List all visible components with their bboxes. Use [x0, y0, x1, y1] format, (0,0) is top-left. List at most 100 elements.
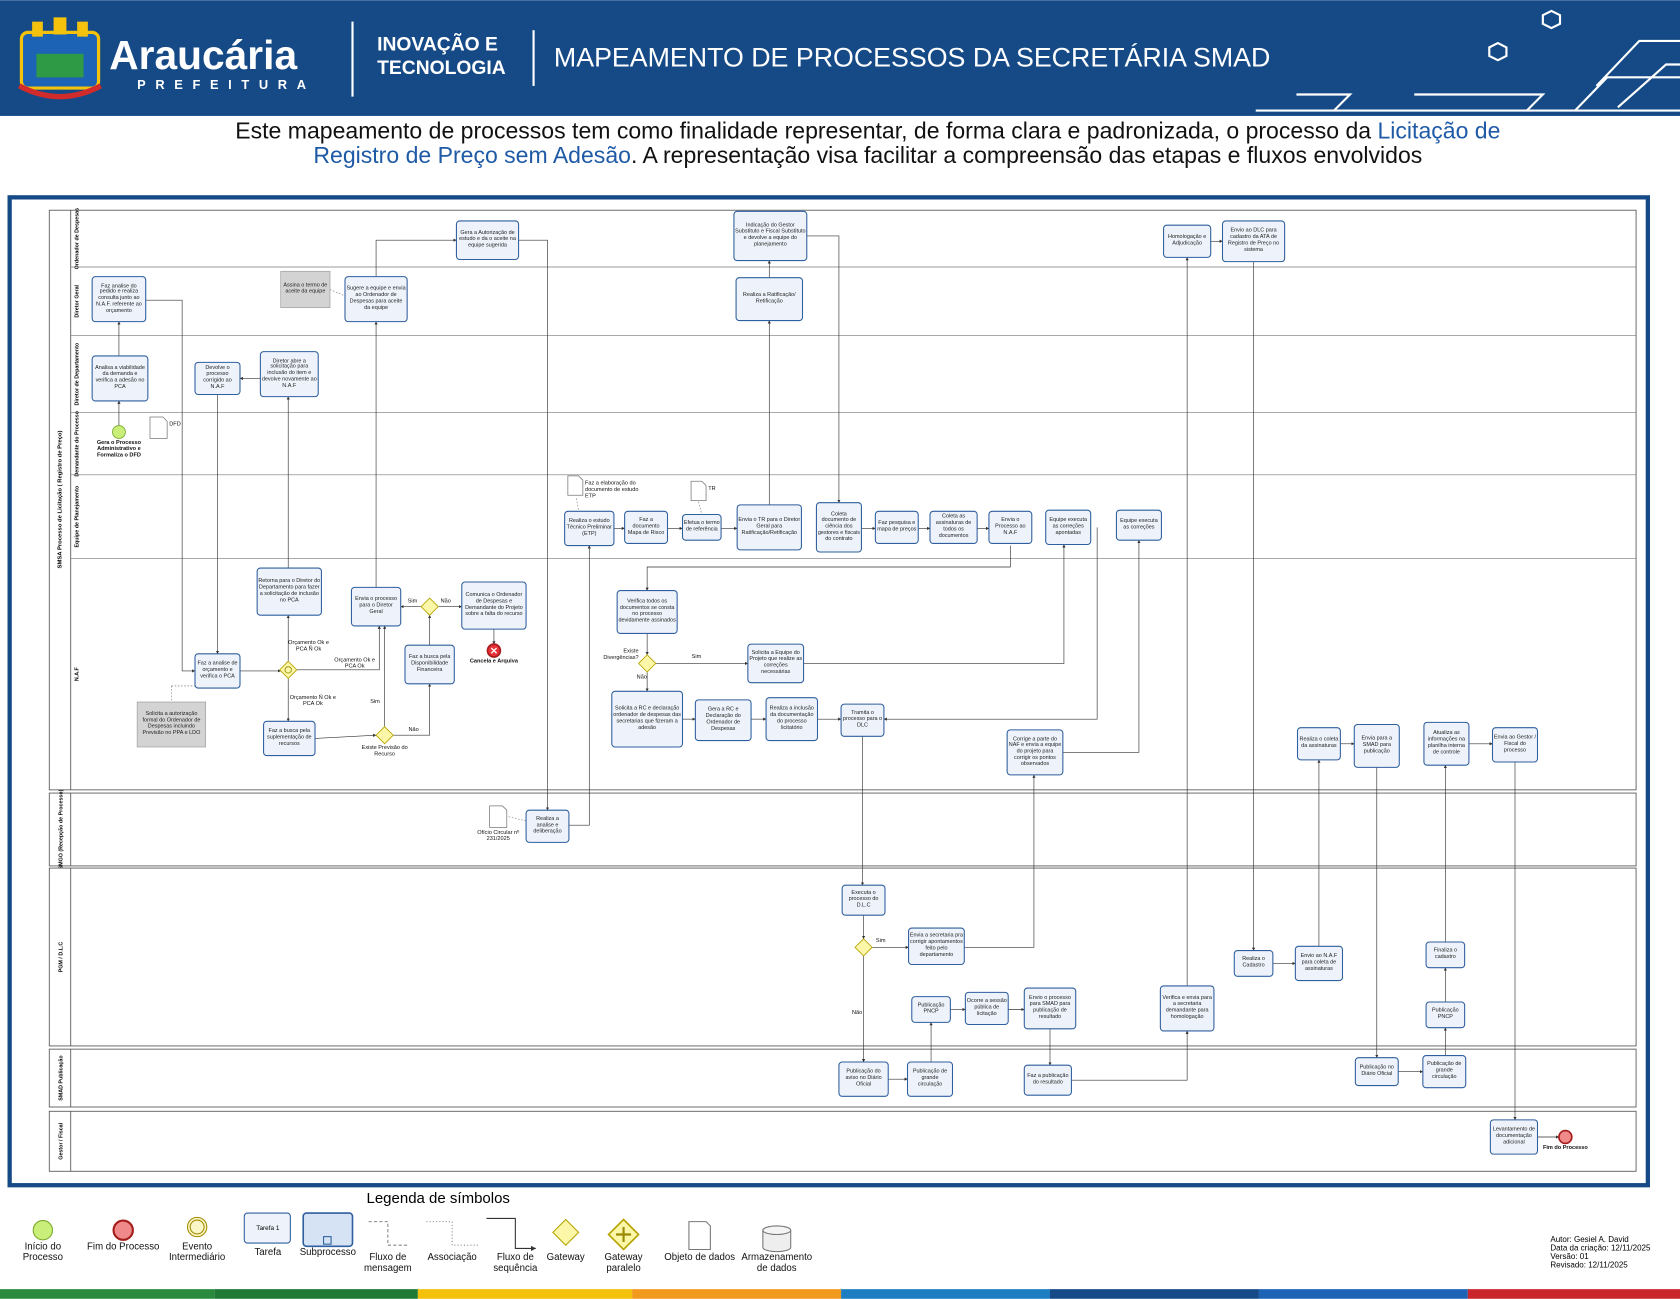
- label: Existe Previsão do Recurso: [361, 744, 408, 758]
- label-box: Indicação do Gestor Substituto e Fiscal …: [735, 223, 805, 248]
- strip-segment: [0, 1289, 215, 1299]
- label: Envia para a SMAD para publicação: [1361, 735, 1393, 755]
- sequence-flow: [1062, 539, 1141, 753]
- label-box: Fim do Processo: [1543, 1145, 1588, 1151]
- lane-label: Ordenador de Despesas: [75, 208, 81, 270]
- label-box: Faz a busca pela suplementação de recurs…: [267, 728, 312, 747]
- task: [1353, 723, 1400, 768]
- label: Publicação PNCP: [1431, 1007, 1459, 1021]
- label: Coleta documento de ciência dos gestores…: [817, 510, 861, 543]
- label: Envio ao DLC para cadastro da ATA de Reg…: [1227, 227, 1280, 253]
- annotation: [136, 701, 207, 748]
- label-box: Gera o Processo Administrativo e Formali…: [96, 439, 142, 459]
- label-box: Envia o TR para o Diretor Geral para Rat…: [738, 517, 800, 536]
- pool-label: SMSA Processo de Licitação ( Registro de…: [58, 431, 64, 569]
- label-box: Gateway: [547, 1252, 585, 1263]
- label-box: Coleta as assinaturas de todos os docume…: [936, 514, 972, 539]
- label: Equipe executa as correções: [1120, 517, 1158, 531]
- label-box: Envia o processo para o Diretor Geral: [355, 596, 397, 615]
- label: Efetua o termo de referência: [683, 520, 720, 533]
- task: [815, 502, 862, 553]
- label: Sim: [407, 598, 418, 605]
- label: Verifica e envia para a secretaria deman…: [1162, 994, 1212, 1020]
- task: [874, 510, 919, 544]
- task: [91, 276, 147, 323]
- sequence-flow: [964, 774, 1036, 948]
- label: Gera o Processo Administrativo e Formali…: [96, 439, 142, 459]
- label: Realiza a inclusão da documentação do pr…: [769, 705, 814, 731]
- task: [1159, 985, 1215, 1032]
- label-box: Gateway paralelo: [605, 1252, 643, 1273]
- task: [838, 1061, 889, 1097]
- label-box: Retorna para o Diretor do Departamento p…: [258, 578, 320, 603]
- label-box: Finaliza o cadastro: [1434, 948, 1457, 960]
- label: Publicação no Diário Oficial: [1359, 1064, 1394, 1077]
- label-box: Gera a RC e Declaração do Ordenador de D…: [706, 707, 741, 732]
- label-box: Levantamento de documentação adicional: [1493, 1127, 1535, 1146]
- task: [735, 277, 804, 322]
- label-box: Início do Processo: [23, 1241, 63, 1262]
- association: [329, 289, 346, 297]
- label-box: Não: [441, 598, 451, 604]
- label: Publicação de grande circulação: [912, 1068, 948, 1088]
- label-box: Publicação do aviso no Diário Oficial: [846, 1069, 882, 1088]
- label: Fluxo de mensagem: [364, 1251, 412, 1274]
- label: Atualiza as informações na planilha inte…: [1427, 730, 1466, 756]
- task: [964, 991, 1009, 1026]
- label-box: Gera a Autorização de estudo e da o acei…: [459, 230, 516, 249]
- label: Comunica o Ordenador de Despesas e Deman…: [465, 592, 523, 618]
- label: Assina o termo de aceite da equipe: [283, 282, 328, 295]
- label-box: Existe Previsão do Recurso: [361, 744, 408, 758]
- label: Realiza o estudo Técnico Preliminar (ETP…: [566, 518, 612, 537]
- label: Publicação PNCP: [917, 1002, 945, 1015]
- gateway: [375, 726, 394, 745]
- label-box: Equipe executa as correções apontadas: [1049, 517, 1087, 536]
- label: Tarefa: [254, 1246, 282, 1257]
- task: [1023, 987, 1077, 1030]
- pool: [48, 1110, 1637, 1172]
- task: [681, 513, 722, 541]
- label-box: Objeto de dados: [664, 1252, 735, 1263]
- label: Sim: [370, 698, 380, 706]
- intro-text: Este mapeamento de processos tem como fi…: [235, 119, 1372, 144]
- label: Tramita o processo para o DLC: [842, 709, 883, 729]
- header-title: MAPEAMENTO DE PROCESSOS DA SECRETÁRIA SM…: [554, 43, 1270, 73]
- label-box: Envia o Processo ao N.A.F: [995, 516, 1026, 536]
- task: [906, 1061, 954, 1097]
- label: Solicita a autorização formal do Ordenad…: [142, 711, 201, 737]
- strip-segment: [417, 1289, 633, 1299]
- sequence-flow: [645, 545, 1011, 591]
- label-box: Orçamento Ñ Ok e PCA Ok: [290, 695, 336, 708]
- label-box: Faz a analise de orçamento e verifica o …: [197, 660, 238, 680]
- label-box: Envia a secretaria pra corrigir apontame…: [909, 932, 963, 958]
- sequence-flow: [803, 544, 1066, 664]
- label-box: Publicação no Diário Oficial: [1359, 1064, 1394, 1077]
- task: [1354, 1057, 1399, 1087]
- label: Envia a secretaria pra corrigir apontame…: [909, 932, 963, 958]
- label: Não: [852, 1009, 863, 1016]
- task: [259, 351, 319, 398]
- label: Diretor abre a solicitação para inclusão…: [261, 357, 317, 389]
- diagram-frame: [7, 195, 1650, 1188]
- association: [698, 501, 703, 515]
- data-object: [690, 480, 707, 501]
- task: [616, 590, 678, 634]
- label-box: Fim do Processo: [87, 1241, 159, 1252]
- label: Faz a analise de orçamento e verifica o …: [197, 660, 238, 680]
- label: Envia o Processo ao N.A.F: [995, 516, 1026, 536]
- label-box: Ocorre a sessão pública de licitação: [967, 998, 1007, 1017]
- label: Armazenamento de dados: [741, 1251, 813, 1274]
- label: Corrige a parte do NAF e envia a equipe …: [1008, 735, 1062, 768]
- label-box: Envio ao N.A.F para coleta de assinatura…: [1301, 953, 1338, 972]
- label: Não: [408, 726, 419, 734]
- legend-data-store: [762, 1230, 792, 1253]
- label-box: Solicita a RC e declaração ordenador de …: [613, 706, 681, 731]
- label-box: Realiza a inclusão da documentação do pr…: [769, 705, 814, 731]
- label-box: Efetua o termo de referência: [683, 520, 720, 533]
- task: [736, 504, 802, 551]
- label-box: Publicação de grande circulação: [1427, 1061, 1461, 1080]
- label-box: Analisa a viabilidade da demanda e verif…: [95, 365, 145, 390]
- label: Evento Intermediário: [169, 1240, 226, 1263]
